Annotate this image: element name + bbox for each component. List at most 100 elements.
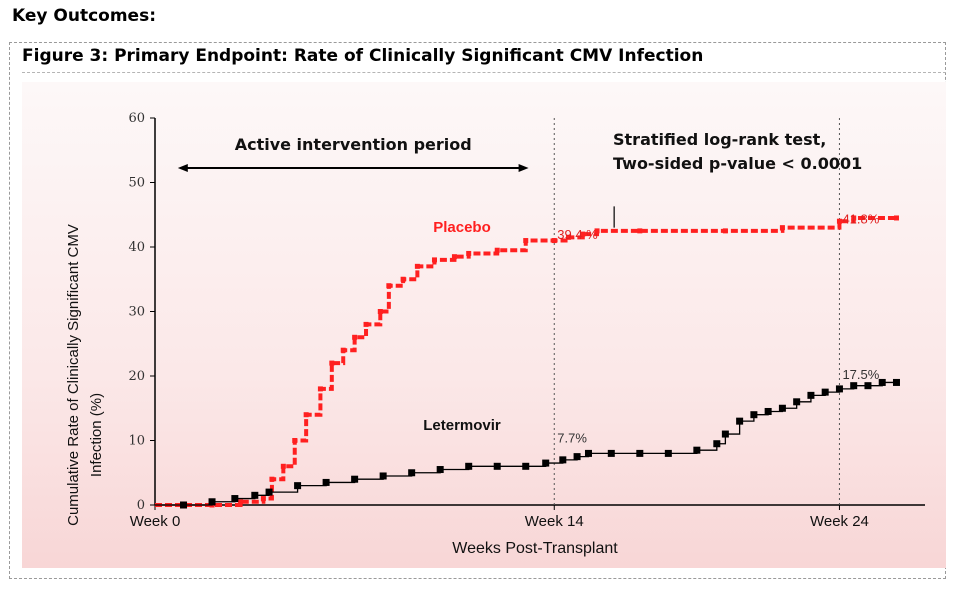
letermovir-point (351, 475, 359, 483)
letermovir-point (180, 501, 188, 509)
letermovir-point (778, 404, 786, 412)
letermovir-point (294, 482, 302, 490)
placebo-point (340, 347, 346, 353)
letermovir-point (736, 417, 744, 425)
placebo-point (580, 231, 586, 237)
placebo-line (155, 215, 897, 507)
placebo-point (851, 215, 857, 221)
letermovir-point (878, 378, 886, 386)
letermovir-data-label: 17.5% (842, 367, 879, 382)
y-tick-label: 40 (128, 240, 145, 255)
placebo-point (400, 276, 406, 282)
y-tick-label: 30 (128, 305, 145, 320)
chart-background (22, 82, 946, 568)
placebo-point (551, 238, 557, 244)
letermovir-point (750, 411, 758, 419)
letermovir-point (807, 391, 815, 399)
y-axis-title-line2: Infection (%) (88, 393, 105, 477)
placebo-point (363, 321, 369, 327)
letermovir-point (208, 498, 216, 506)
y-tick-label: 50 (128, 176, 145, 191)
letermovir-point (465, 462, 473, 470)
placebo-point (431, 257, 437, 263)
placebo-point (414, 263, 420, 269)
key-outcomes-heading: Key Outcomes: (12, 6, 157, 26)
letermovir-point (793, 398, 801, 406)
placebo-point (352, 334, 358, 340)
placebo-point (466, 250, 472, 256)
letermovir-point (251, 491, 259, 499)
placebo-point (303, 412, 309, 418)
letermovir-point (636, 449, 644, 457)
placebo-point (317, 386, 323, 392)
y-tick-label: 10 (128, 434, 145, 449)
placebo-series-label: Placebo (433, 219, 491, 236)
placebo-point (836, 218, 842, 224)
arrow-right-head (518, 164, 529, 172)
letermovir-point (835, 385, 843, 393)
letermovir-point (493, 462, 501, 470)
letermovir-point (408, 469, 416, 477)
letermovir-line (155, 381, 897, 506)
letermovir-point (322, 478, 330, 486)
x-tick-label: Week 14 (525, 513, 584, 530)
letermovir-point (607, 449, 615, 457)
placebo-point (260, 496, 266, 502)
placebo-point (329, 360, 335, 366)
series-layer (155, 215, 900, 509)
arrow-left-head (177, 164, 188, 172)
x-tick-label: Week 24 (810, 513, 869, 530)
placebo-point (594, 228, 600, 234)
letermovir-point (436, 466, 444, 474)
letermovir-point (764, 407, 772, 415)
letermovir-point (584, 449, 592, 457)
letermovir-point (573, 453, 581, 461)
placebo-point (451, 254, 457, 260)
placebo-point (566, 234, 572, 240)
placebo-point (386, 283, 392, 289)
placebo-point (238, 499, 244, 505)
letermovir-point (821, 388, 829, 396)
placebo-point (292, 438, 298, 443)
caption-divider (22, 72, 946, 73)
placebo-point (893, 215, 899, 221)
axes-layer: 0 10 20 30 40 50 60 Week 0 Week 14 Week 24 Weeks P… (65, 111, 925, 557)
stats-line-2: Two-sided p-value < 0.0001 (613, 154, 862, 173)
letermovir-point (892, 378, 900, 386)
letermovir-point (693, 446, 701, 454)
placebo-data-label: 41.8% (842, 211, 879, 226)
label-layer: Active intervention period Stratified log… (177, 130, 880, 445)
letermovir-point (864, 382, 872, 390)
placebo-point (377, 309, 383, 314)
placebo-point (779, 225, 785, 231)
letermovir-series-label: Letermovir (423, 417, 501, 434)
placebo-point (722, 228, 728, 234)
placebo-data-label: 39.4 % (557, 227, 598, 242)
figure-caption: Figure 3: Primary Endpoint: Rate of Clin… (22, 46, 704, 66)
letermovir-point (542, 459, 550, 467)
x-tick-label: Week 0 (130, 513, 181, 530)
placebo-point (494, 247, 500, 253)
letermovir-point (379, 472, 387, 480)
placebo-point (637, 228, 643, 234)
y-tick-label: 0 (137, 498, 145, 513)
y-axis-title-line1: Cumulative Rate of Clinically Significan… (65, 224, 82, 526)
y-tick-label: 60 (128, 111, 145, 126)
placebo-point (269, 476, 275, 482)
letermovir-point (522, 462, 530, 470)
x-axis-title: Weeks Post-Transplant (452, 540, 618, 557)
y-tick-label: 20 (128, 369, 145, 384)
intervention-period-label: Active intervention period (235, 135, 472, 154)
letermovir-point (231, 495, 239, 503)
stats-line-1: Stratified log-rank test, (613, 130, 826, 149)
letermovir-data-label: 7.7% (557, 430, 587, 445)
letermovir-point (721, 430, 729, 438)
placebo-point (523, 238, 529, 244)
letermovir-point (713, 440, 721, 448)
letermovir-point (265, 488, 273, 496)
placebo-point (280, 463, 286, 469)
letermovir-point (559, 456, 567, 464)
letermovir-point (850, 382, 858, 390)
letermovir-point (664, 449, 672, 457)
